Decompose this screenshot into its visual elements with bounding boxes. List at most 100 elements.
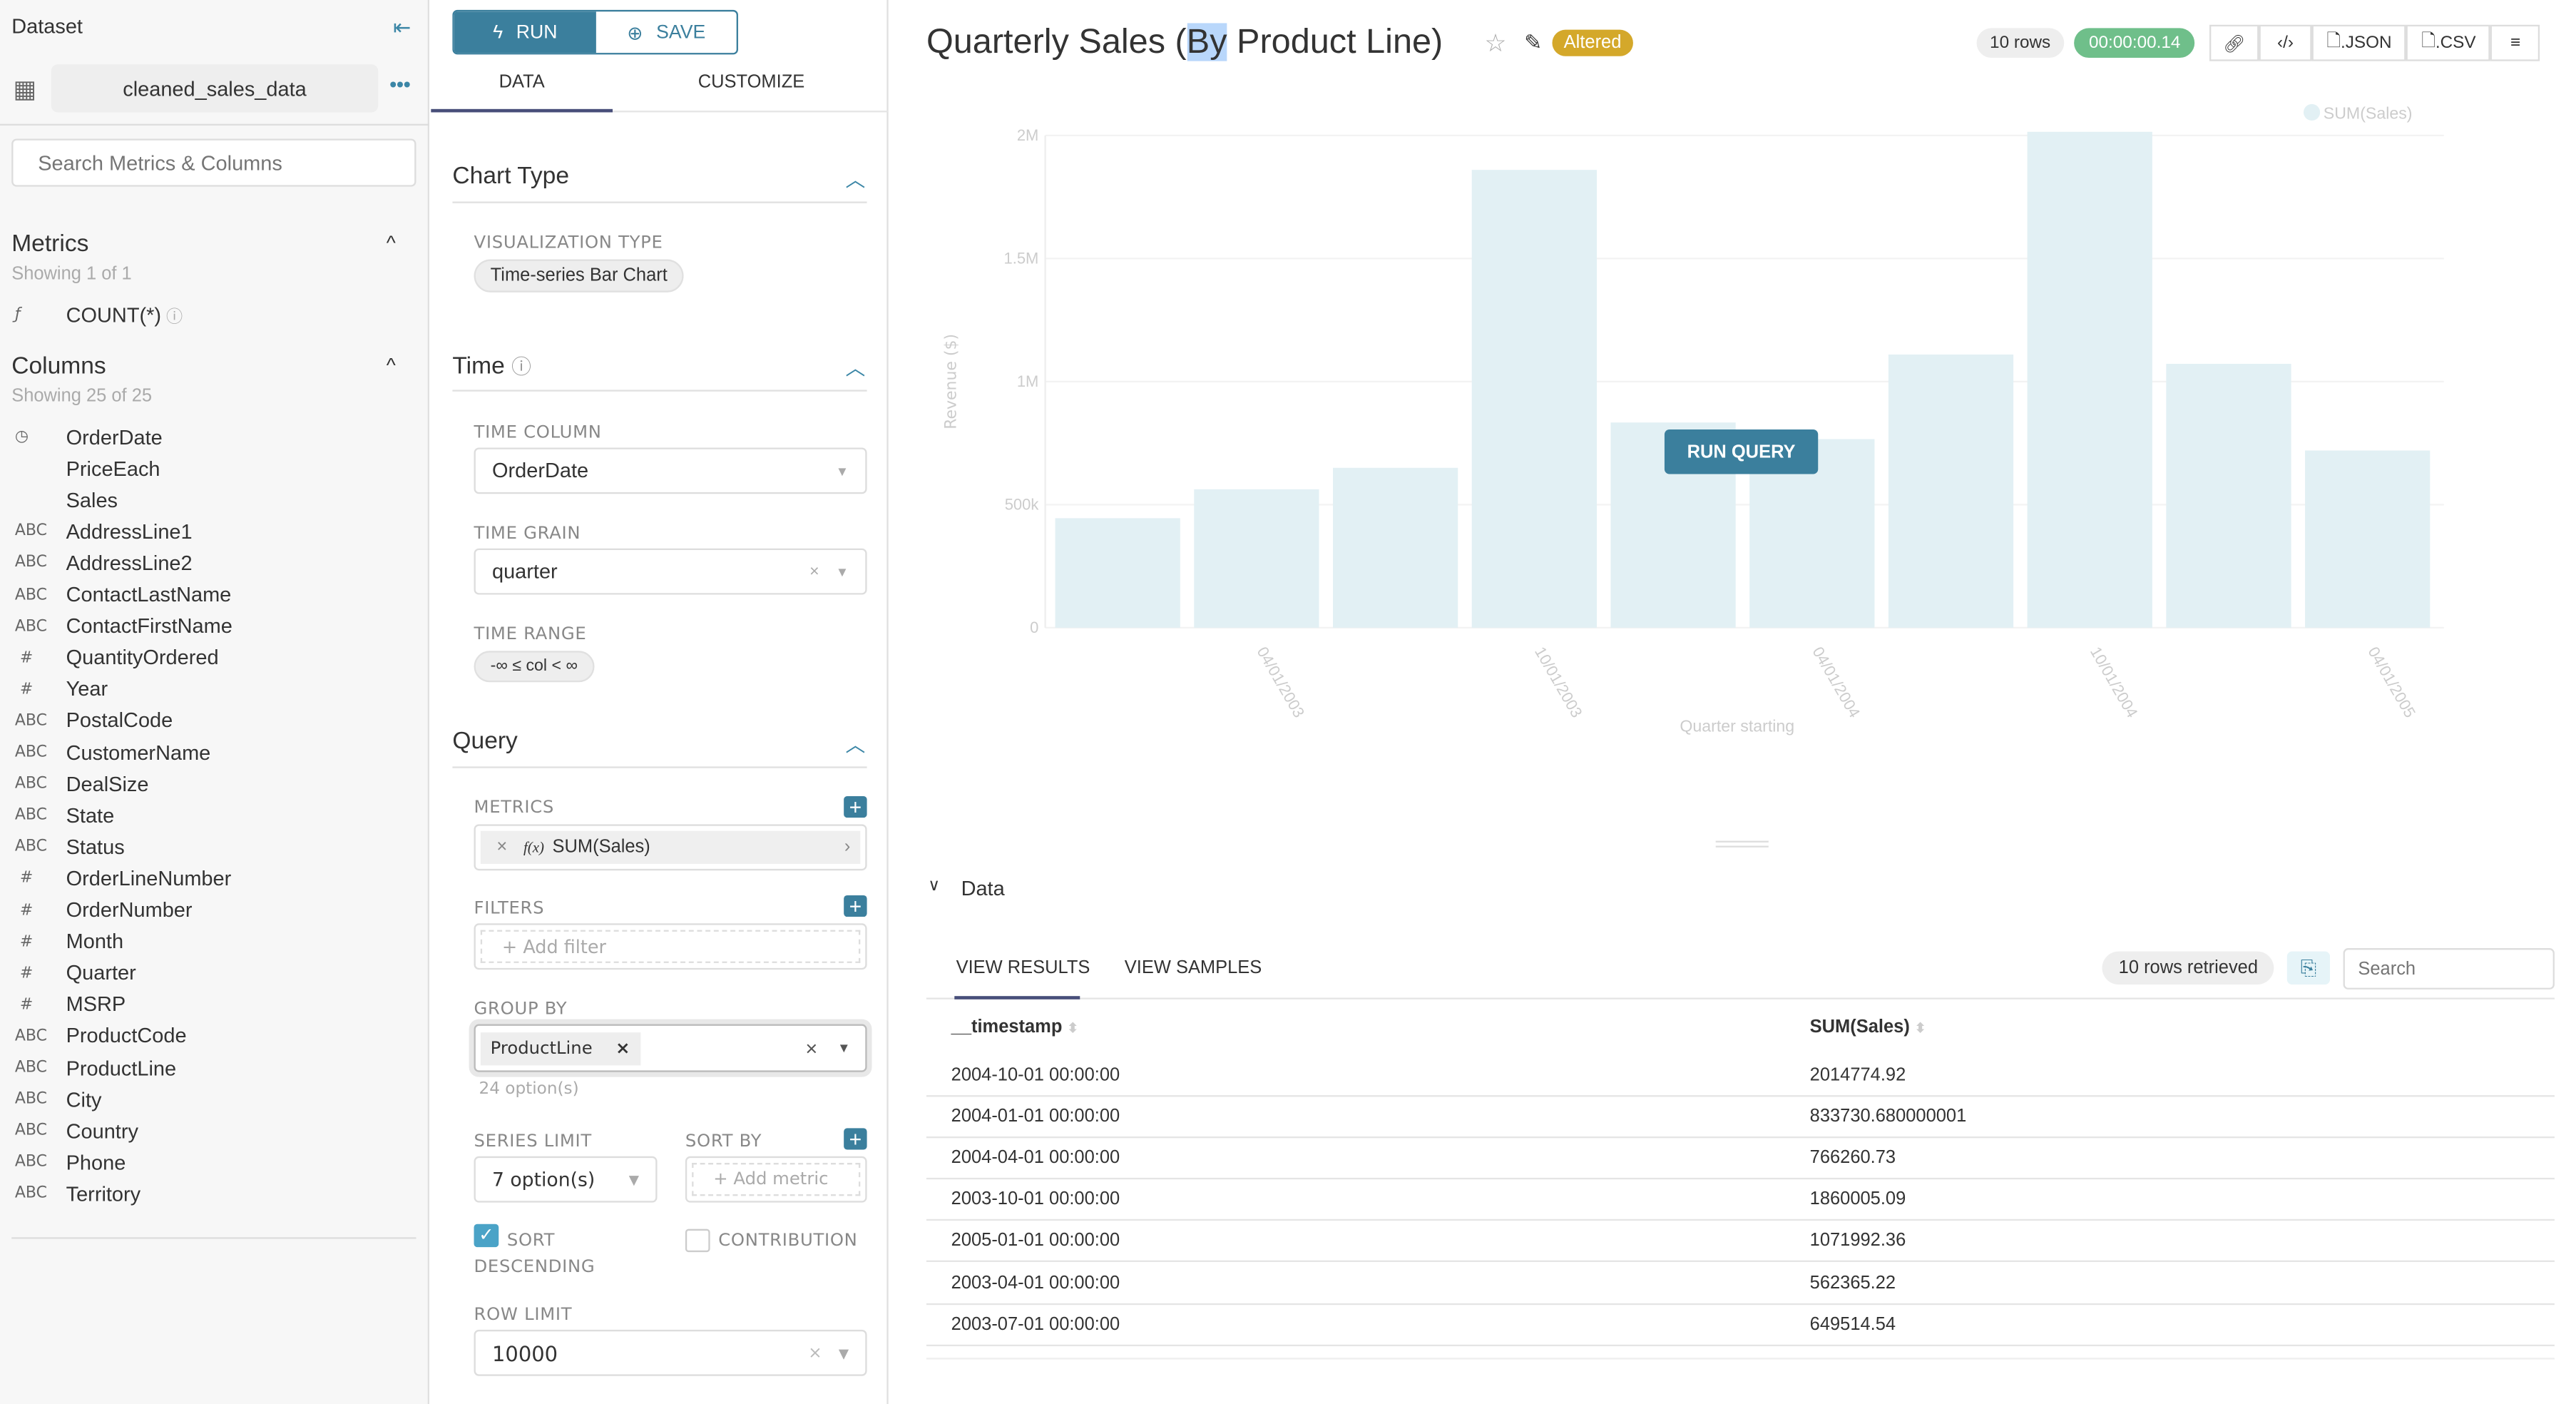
run-query-button[interactable]: RUN QUERY xyxy=(1664,429,1819,474)
code-icon: ‹/› xyxy=(2277,33,2294,54)
chart-type-collapse-icon[interactable]: ︿ xyxy=(845,168,866,192)
column-item[interactable]: ABC City xyxy=(0,1084,413,1115)
run-button[interactable]: ϟ RUN xyxy=(454,11,596,54)
tab-view-samples[interactable]: VIEW SAMPLES xyxy=(1124,957,1262,978)
time-range-selector[interactable]: -∞ ≤ col < ∞ xyxy=(474,651,595,683)
link-button[interactable]: 🔗︎ xyxy=(2209,24,2259,61)
column-item[interactable]: # QuantityOrdered xyxy=(0,642,413,673)
dataset-name[interactable]: cleaned_sales_data xyxy=(51,64,379,113)
add-metric-icon[interactable]: + xyxy=(844,796,867,818)
column-item[interactable]: # OrderLineNumber xyxy=(0,863,413,895)
remove-metric-icon[interactable]: × xyxy=(496,837,508,858)
add-filter-icon[interactable]: + xyxy=(844,895,867,917)
rows-retrieved-badge: 10 rows retrieved xyxy=(2102,951,2275,985)
tab-view-results[interactable]: VIEW RESULTS xyxy=(956,957,1090,978)
group-by-select[interactable]: ProductLine × × ▼ xyxy=(474,1024,867,1072)
sort-icon[interactable]: ⬍ xyxy=(1067,1020,1079,1036)
chart-type-title: Chart Type xyxy=(452,163,570,190)
column-label: QuantityOrdered xyxy=(66,646,219,670)
altered-badge[interactable]: Altered xyxy=(1552,29,1633,56)
columns-collapse-icon[interactable]: ^ xyxy=(386,353,396,377)
dataset-menu-icon[interactable]: ••• xyxy=(389,72,411,96)
star-icon[interactable]: ☆ xyxy=(1484,29,1507,58)
group-by-tag: ProductLine xyxy=(490,1038,593,1059)
column-label: MSRP xyxy=(66,993,126,1017)
column-item[interactable]: # Year xyxy=(0,673,413,705)
column-header-sum-sales[interactable]: SUM(Sales) ⬍ xyxy=(1810,1017,1926,1037)
clear-icon[interactable]: × xyxy=(808,1343,822,1363)
column-header-timestamp[interactable]: __timestamp ⬍ xyxy=(951,1017,1078,1037)
tab-data[interactable]: DATA xyxy=(499,72,545,93)
metrics-collapse-icon[interactable]: ^ xyxy=(386,231,396,255)
chart-title[interactable]: Quarterly Sales (By Product Line) xyxy=(926,23,1443,63)
column-item[interactable]: Sales xyxy=(0,484,413,516)
time-grain-select[interactable]: quarter × ▼ xyxy=(474,548,867,595)
column-item[interactable]: ABC AddressLine2 xyxy=(0,547,413,579)
column-item[interactable]: # OrderNumber xyxy=(0,895,413,926)
column-item[interactable]: ABC ContactFirstName xyxy=(0,611,413,642)
save-button[interactable]: ⊕ SAVE xyxy=(596,11,737,53)
column-item[interactable]: ABC ProductCode xyxy=(0,1021,413,1052)
column-item[interactable]: ABC PostalCode xyxy=(0,705,413,736)
column-item[interactable]: ABC AddressLine1 xyxy=(0,516,413,547)
column-item[interactable]: ABC Phone xyxy=(0,1147,413,1179)
chevron-right-icon[interactable]: › xyxy=(844,837,851,858)
sort-by-field[interactable]: + Add metric xyxy=(685,1156,867,1203)
results-search-input[interactable] xyxy=(2343,948,2555,990)
column-item[interactable]: ABC State xyxy=(0,800,413,831)
column-item[interactable]: ◷ OrderDate xyxy=(0,421,413,452)
data-panel-title: Data xyxy=(961,877,1005,900)
help-icon: ⓘ xyxy=(166,308,183,327)
string-type-icon: ABC xyxy=(14,554,47,573)
more-menu-button[interactable]: ≡ xyxy=(2490,24,2540,61)
metric-item[interactable]: ƒ COUNT(*) ⓘ xyxy=(0,299,413,330)
column-item[interactable]: ABC CustomerName xyxy=(0,737,413,768)
column-item[interactable]: ABC Country xyxy=(0,1115,413,1146)
column-item[interactable]: # Month xyxy=(0,926,413,957)
column-item[interactable]: PriceEach xyxy=(0,453,413,484)
caret-down-icon: ▼ xyxy=(835,564,849,579)
column-item[interactable]: ABC DealSize xyxy=(0,768,413,800)
column-item[interactable]: ABC ProductLine xyxy=(0,1052,413,1084)
column-label: Sales xyxy=(66,488,118,512)
time-collapse-icon[interactable]: ︿ xyxy=(845,357,866,380)
search-metrics-columns-input[interactable] xyxy=(11,138,416,187)
remove-tag-icon[interactable]: × xyxy=(615,1038,630,1059)
add-sort-icon[interactable]: + xyxy=(844,1128,867,1150)
contribution-checkbox[interactable] xyxy=(685,1228,710,1253)
sort-descending-checkbox[interactable]: ✓ xyxy=(474,1224,499,1248)
time-column-select[interactable]: OrderDate ▼ xyxy=(474,447,867,494)
clear-icon[interactable]: × xyxy=(805,1036,818,1060)
collapse-sidebar-icon[interactable]: ⇤ xyxy=(393,14,412,40)
time-title: Time xyxy=(452,353,505,380)
column-item[interactable]: ABC Territory xyxy=(0,1179,413,1210)
add-metric-label: Add metric xyxy=(733,1169,829,1190)
string-type-icon: ABC xyxy=(14,711,47,731)
group-by-options-count: 24 option(s) xyxy=(479,1080,579,1099)
metrics-field[interactable]: × f(x) SUM(Sales) › xyxy=(474,824,867,871)
sort-icon[interactable]: ⬍ xyxy=(1914,1020,1926,1036)
column-item[interactable]: # MSRP xyxy=(0,989,413,1020)
tab-customize[interactable]: CUSTOMIZE xyxy=(697,72,805,93)
column-item[interactable]: # Quarter xyxy=(0,957,413,989)
table-cell: 2003-10-01 00:00:00 xyxy=(951,1189,1120,1210)
viz-type-selector[interactable]: Time-series Bar Chart xyxy=(474,259,684,292)
table-cell: 766260.73 xyxy=(1809,1148,1896,1169)
table-cell: 649514.54 xyxy=(1809,1314,1896,1334)
x-tick-label: 04/01/2004 xyxy=(1809,644,1864,721)
bar xyxy=(2027,131,2152,628)
row-limit-select[interactable]: 10000 × ▼ xyxy=(474,1329,867,1376)
query-collapse-icon[interactable]: ︿ xyxy=(845,733,866,757)
export-csv-button[interactable]: 🗋 .CSV xyxy=(2406,24,2491,61)
column-item[interactable]: ABC ContactLastName xyxy=(0,579,413,611)
clear-icon[interactable]: × xyxy=(809,562,819,581)
export-json-button[interactable]: 🗋 .JSON xyxy=(2311,24,2407,61)
edit-icon[interactable]: ✎ xyxy=(1524,29,1543,55)
column-item[interactable]: ABC Status xyxy=(0,831,413,863)
embed-code-button[interactable]: ‹/› xyxy=(2259,24,2312,61)
series-limit-select[interactable]: 7 option(s) ▼ xyxy=(474,1156,658,1203)
collapse-data-icon[interactable]: ∨ xyxy=(928,877,941,895)
resize-handle[interactable] xyxy=(1715,840,1769,848)
filters-field[interactable]: + Add filter xyxy=(474,923,867,970)
copy-icon[interactable]: ⎘ xyxy=(2286,951,2331,985)
